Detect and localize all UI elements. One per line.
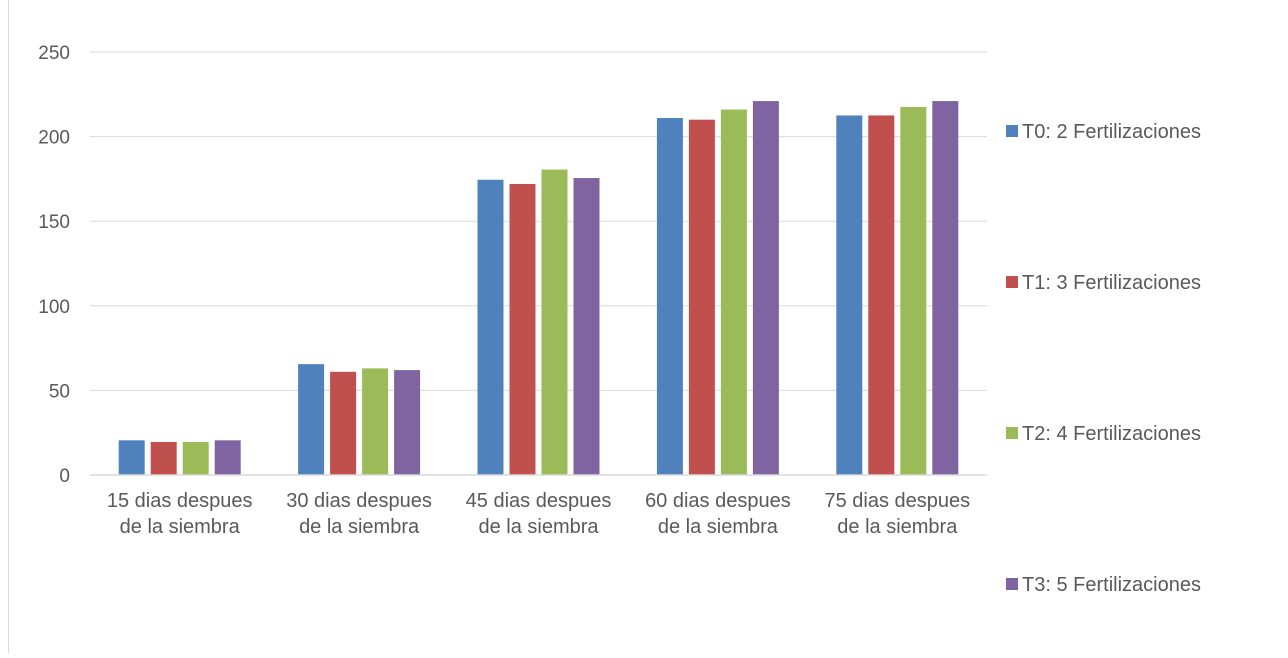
bar xyxy=(752,101,779,476)
bar xyxy=(394,370,421,475)
x-tick-label: 60 dias despues xyxy=(645,490,791,512)
x-tick-label: 75 dias despues xyxy=(824,490,970,512)
bar xyxy=(182,442,209,475)
bar xyxy=(298,364,325,475)
legend-label: T1: 3 Fertilizaciones xyxy=(1022,272,1201,294)
bar xyxy=(150,442,177,475)
y-tick-label: 150 xyxy=(38,212,70,233)
bar xyxy=(688,119,715,476)
legend: T0: 2 Fertilizaciones T1: 3 Fertilizacion… xyxy=(1006,121,1201,596)
bar xyxy=(573,178,600,475)
x-axis-ticks: 15 dias despues de la siembra 30 dias desp… xyxy=(107,490,970,538)
legend-swatch xyxy=(1006,276,1018,288)
bar xyxy=(656,117,683,475)
bar xyxy=(477,179,504,475)
legend-swatch xyxy=(1006,578,1018,590)
bar xyxy=(118,440,145,475)
y-tick-label: 0 xyxy=(59,466,70,487)
y-tick-label: 50 xyxy=(49,381,70,402)
bar xyxy=(932,101,959,476)
x-tick-label: de la siembra xyxy=(299,516,420,538)
x-tick-label: de la siembra xyxy=(658,516,779,538)
bar xyxy=(362,368,389,475)
x-tick-label: 45 dias despues xyxy=(466,490,612,512)
bars xyxy=(118,101,959,476)
bar xyxy=(214,440,241,475)
x-tick-label: de la siembra xyxy=(120,516,241,538)
y-axis-ticks: 0 50 100 150 200 250 xyxy=(38,43,70,487)
x-tick-label: de la siembra xyxy=(837,516,958,538)
bar xyxy=(836,115,863,475)
y-tick-label: 250 xyxy=(38,43,70,64)
x-tick-label: 30 dias despues xyxy=(286,490,432,512)
y-tick-label: 200 xyxy=(38,128,70,149)
legend-label: T0: 2 Fertilizaciones xyxy=(1022,121,1201,143)
bar xyxy=(541,169,568,475)
legend-swatch xyxy=(1006,427,1018,439)
x-tick-label: 15 dias despues xyxy=(107,490,253,512)
legend-swatch xyxy=(1006,125,1018,137)
chart-border xyxy=(8,0,9,653)
bar xyxy=(868,115,895,475)
bar xyxy=(720,109,747,475)
bar xyxy=(900,106,927,476)
legend-label: T2: 4 Fertilizaciones xyxy=(1022,423,1201,445)
y-tick-label: 100 xyxy=(38,297,70,318)
legend-label: T3: 5 Fertilizaciones xyxy=(1022,574,1201,596)
x-tick-label: de la siembra xyxy=(478,516,599,538)
bar xyxy=(509,183,536,475)
bar xyxy=(330,371,357,475)
